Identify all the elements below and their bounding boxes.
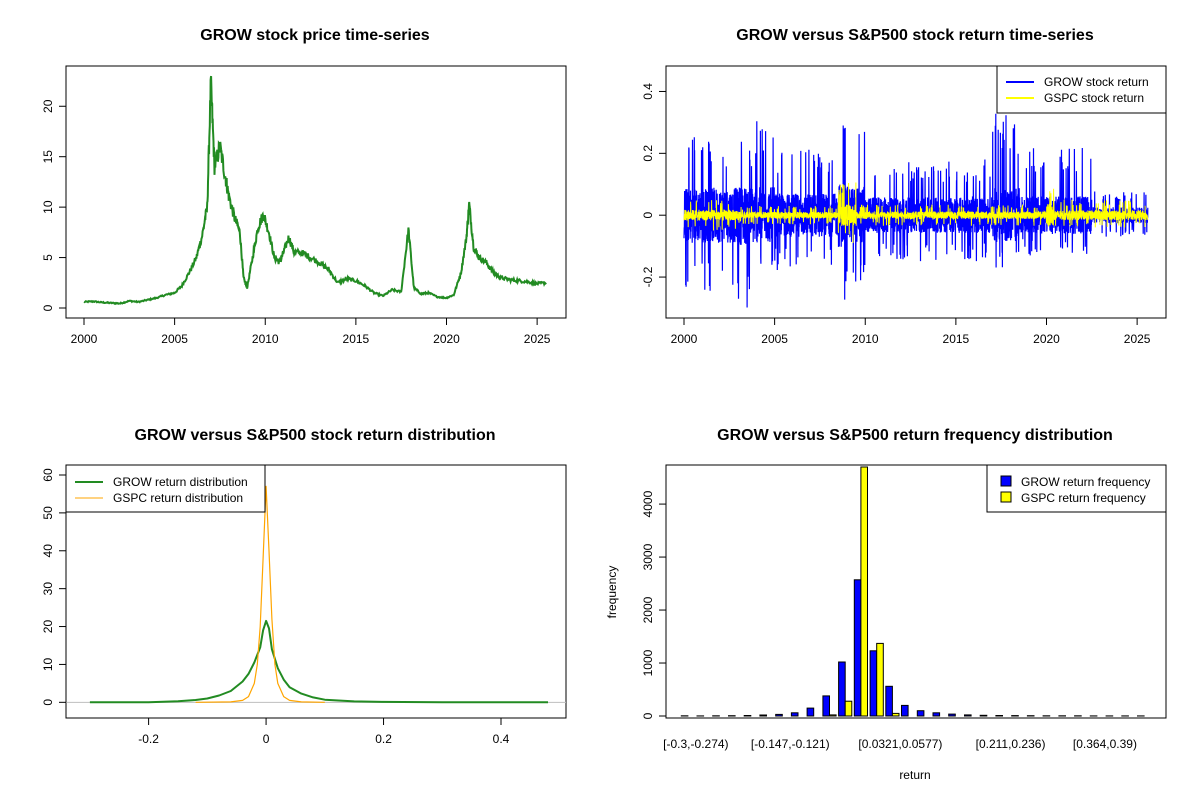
y-tick-label: 1000 [641, 649, 655, 676]
x-tick-label: 2025 [524, 332, 551, 346]
x-tick-label: 2020 [433, 332, 460, 346]
x-tick-label: 0.4 [493, 732, 510, 746]
y-tick-label: 20 [41, 620, 55, 634]
chart-title: GROW stock price time-series [200, 27, 430, 44]
legend-label-gspc: GSPC return frequency [1021, 491, 1146, 505]
x-tick-label: [-0.147,-0.121) [751, 737, 830, 751]
x-tick-label: [-0.3,-0.274) [663, 737, 728, 751]
x-tick-label: 0 [263, 732, 270, 746]
legend-label-grow: GROW return frequency [1021, 475, 1150, 489]
legend: GROW return frequency GSPC return freque… [987, 465, 1166, 512]
y-tick-label: 5 [41, 254, 55, 261]
density-curve-grow [90, 621, 548, 702]
bar-grow [760, 715, 767, 716]
bar-grow [839, 662, 846, 716]
chart-title: GROW versus S&P500 stock return time-ser… [736, 27, 1094, 44]
bar-gspc [877, 643, 884, 716]
density-curve-gspc [196, 486, 325, 702]
y-tick-label: 3000 [641, 543, 655, 570]
panel-return-timeseries: GROW versus S&P500 stock return time-ser… [641, 27, 1166, 346]
y-tick-label: 10 [41, 200, 55, 214]
series-line-grow-return [684, 114, 1148, 308]
bar-grow [980, 715, 987, 716]
y-tick-label: 15 [41, 150, 55, 164]
y-tick-label: 4000 [641, 490, 655, 517]
x-tick-label: 2025 [1124, 332, 1151, 346]
x-tick-label: 2010 [852, 332, 879, 346]
bar-gspc [845, 701, 852, 716]
x-tick-label: 2005 [161, 332, 188, 346]
bar-grow [791, 713, 798, 716]
chart-title: GROW versus S&P500 return frequency dist… [717, 427, 1113, 444]
bar-gspc [892, 713, 899, 716]
legend-label-grow: GROW stock return [1044, 75, 1149, 89]
y-tick-label: -0.2 [641, 266, 655, 287]
bar-gspc [861, 467, 868, 716]
y-tick-label: 50 [41, 506, 55, 520]
legend: GROW return distribution GSPC return dis… [66, 465, 265, 512]
bar-grow [854, 580, 861, 716]
bar-grow [744, 716, 751, 717]
x-tick-label: 2010 [252, 332, 279, 346]
bar-grow [870, 651, 877, 716]
legend-swatch-gspc [1001, 492, 1011, 502]
y-tick-label: 0 [41, 699, 55, 706]
x-tick-label: 2020 [1033, 332, 1060, 346]
y-tick-label: 20 [41, 99, 55, 113]
y-tick-label: 0 [641, 712, 655, 719]
legend-label-gspc: GSPC return distribution [113, 491, 243, 505]
bar-grow [776, 714, 783, 716]
y-axis-label: frequency [605, 566, 619, 619]
x-tick-label: 2000 [671, 332, 698, 346]
bar-grow [886, 686, 893, 716]
bar-grow [996, 716, 1003, 717]
y-tick-label: 0.4 [641, 83, 655, 100]
y-tick-label: 0.2 [641, 145, 655, 162]
y-tick-label: 30 [41, 582, 55, 596]
x-axis-label: return [899, 768, 930, 782]
x-tick-label: 0.2 [375, 732, 392, 746]
x-tick-label: [0.211,0.236) [976, 737, 1046, 751]
bar-grow [933, 713, 940, 716]
y-tick-label: 0 [41, 304, 55, 311]
panel-return-distribution: GROW versus S&P500 stock return distribu… [41, 427, 566, 746]
bar-grow [949, 714, 956, 716]
x-tick-label: 2015 [343, 332, 370, 346]
x-tick-label: 2015 [943, 332, 970, 346]
y-tick-label: 2000 [641, 596, 655, 623]
x-tick-label: [0.0321,0.0577) [858, 737, 942, 751]
legend: GROW stock return GSPC stock return [997, 66, 1166, 113]
plot-frame [66, 66, 566, 318]
legend-label-gspc: GSPC stock return [1044, 91, 1144, 105]
bar-grow [902, 705, 909, 716]
y-tick-label: 0 [641, 212, 655, 219]
bar-gspc [830, 715, 837, 716]
bar-grow [823, 696, 830, 716]
bar-grow [965, 715, 972, 716]
bar-grow [807, 708, 814, 716]
x-tick-label: 2000 [71, 332, 98, 346]
legend-label-grow: GROW return distribution [113, 475, 248, 489]
bar-grow [917, 711, 924, 716]
legend-box [997, 66, 1166, 113]
y-tick-label: 60 [41, 468, 55, 482]
chart-title: GROW versus S&P500 stock return distribu… [135, 427, 496, 444]
series-line-grow-price [84, 76, 546, 304]
y-tick-label: 40 [41, 544, 55, 558]
x-tick-label: -0.2 [138, 732, 159, 746]
x-tick-label: 2005 [761, 332, 788, 346]
x-tick-label: [0.364,0.39) [1073, 737, 1137, 751]
legend-swatch-grow [1001, 476, 1011, 486]
y-tick-label: 10 [41, 657, 55, 671]
panel-return-frequency: GROW versus S&P500 return frequency dist… [605, 427, 1166, 782]
